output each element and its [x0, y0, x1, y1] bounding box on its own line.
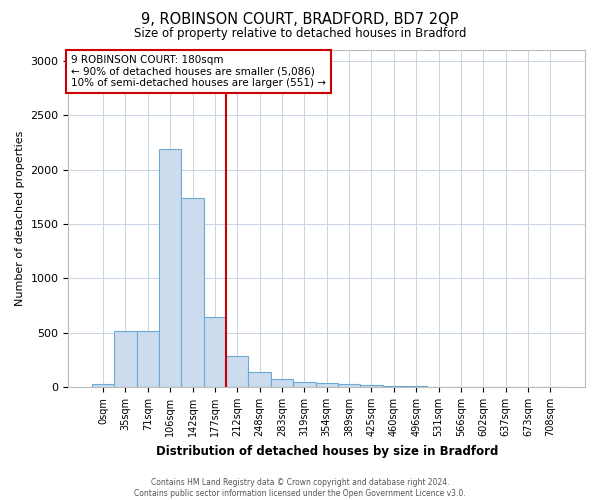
Bar — [181, 198, 204, 387]
Bar — [427, 386, 450, 387]
Bar — [316, 384, 338, 387]
Bar — [293, 382, 316, 387]
Bar — [159, 149, 181, 387]
Y-axis label: Number of detached properties: Number of detached properties — [15, 131, 25, 306]
Text: Contains HM Land Registry data © Crown copyright and database right 2024.
Contai: Contains HM Land Registry data © Crown c… — [134, 478, 466, 498]
Bar — [137, 330, 159, 387]
Bar — [338, 384, 360, 387]
Bar — [114, 330, 137, 387]
X-axis label: Distribution of detached houses by size in Bradford: Distribution of detached houses by size … — [155, 444, 498, 458]
Bar — [405, 386, 427, 387]
Bar — [204, 318, 226, 387]
Bar — [226, 356, 248, 387]
Bar — [248, 372, 271, 387]
Text: 9 ROBINSON COURT: 180sqm
← 90% of detached houses are smaller (5,086)
10% of sem: 9 ROBINSON COURT: 180sqm ← 90% of detach… — [71, 55, 326, 88]
Bar — [92, 384, 114, 387]
Text: 9, ROBINSON COURT, BRADFORD, BD7 2QP: 9, ROBINSON COURT, BRADFORD, BD7 2QP — [141, 12, 459, 28]
Bar — [271, 379, 293, 387]
Bar — [383, 386, 405, 387]
Text: Size of property relative to detached houses in Bradford: Size of property relative to detached ho… — [134, 28, 466, 40]
Bar — [360, 385, 383, 387]
